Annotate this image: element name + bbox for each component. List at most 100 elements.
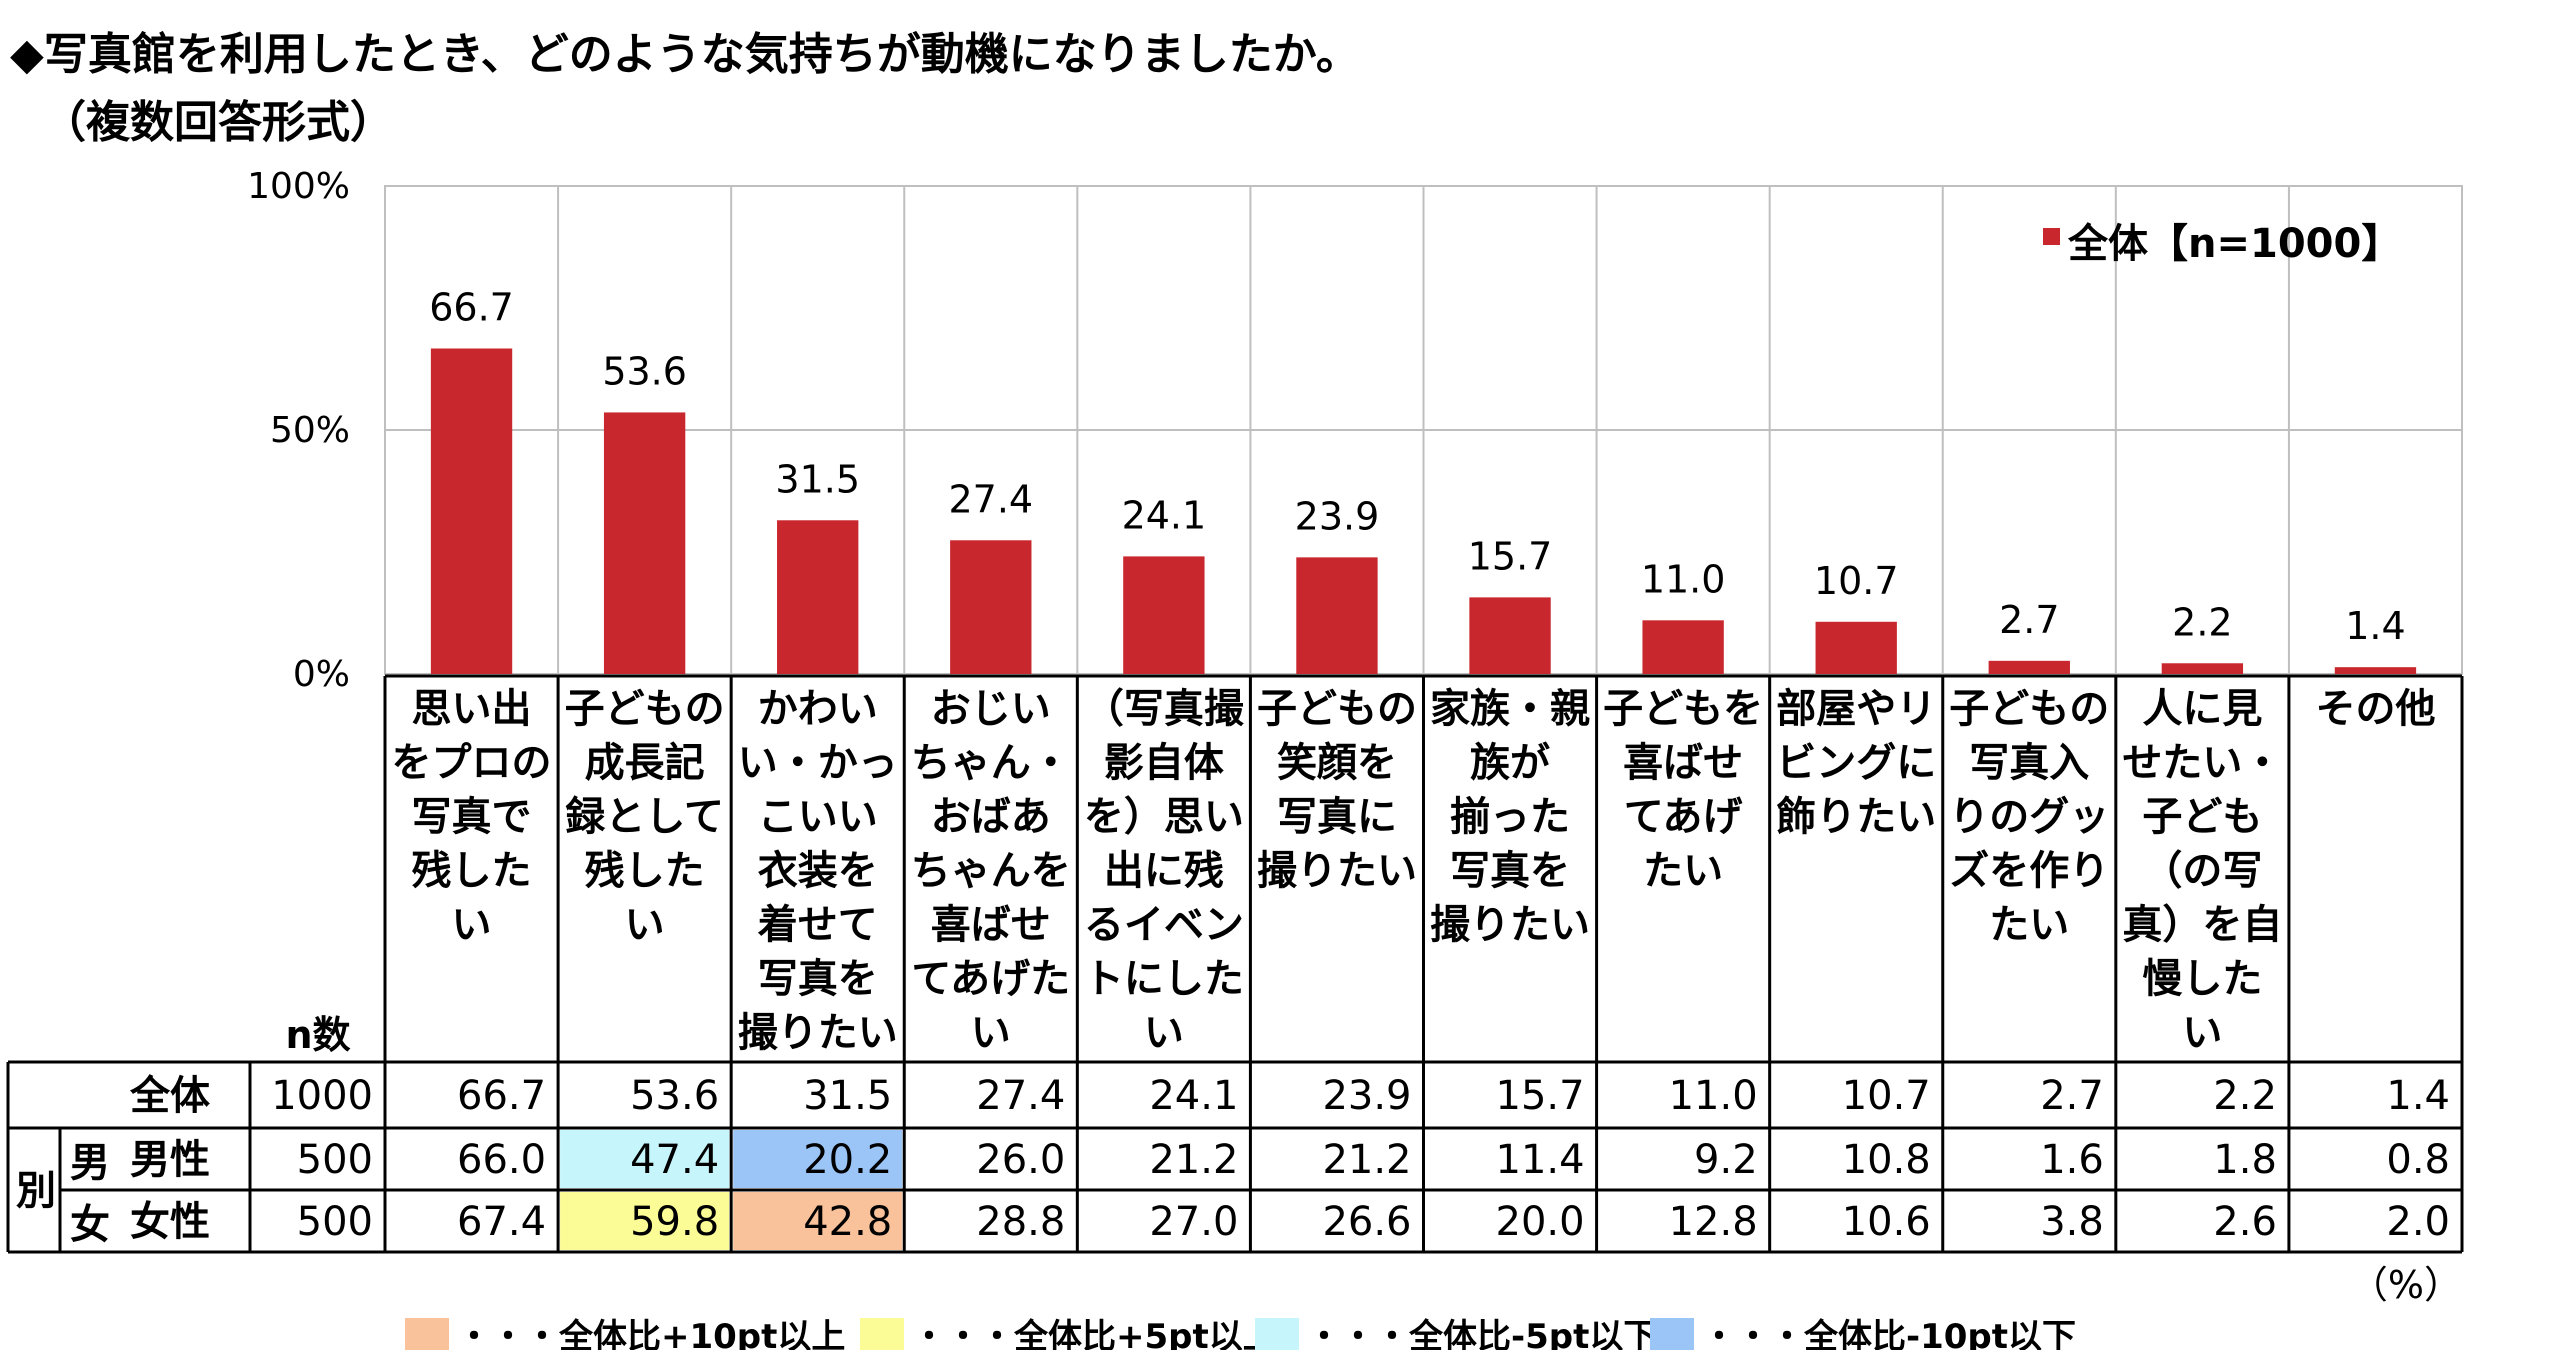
table-cell-value: 10.8 (1842, 1137, 1931, 1183)
table-cell-value: 27.0 (1149, 1199, 1238, 1245)
group-label-char: 男 (70, 1140, 110, 1186)
category-label: 写真入 (1969, 740, 2089, 786)
category-label: 家族・親 (1430, 686, 1590, 732)
legend-bottom-swatch (1255, 1318, 1299, 1350)
table-cell-value: 10.6 (1842, 1199, 1931, 1245)
bar-value-label: 23.9 (1295, 494, 1380, 538)
chart-title: ◆写真館を利用したとき、どのような気持ちが動機になりましたか。 (10, 29, 1360, 80)
category-label: 揃った (1450, 794, 1570, 840)
category-label: 写真を (1450, 848, 1570, 894)
table-cell-value: 1.6 (2040, 1137, 2104, 1183)
bar (777, 520, 859, 674)
table-cell-value: 2.0 (2386, 1199, 2450, 1245)
legend-swatch (2043, 228, 2060, 245)
y-tick-label: 100% (247, 166, 350, 207)
table-cell-value: 47.4 (630, 1137, 719, 1183)
category-label: 人に見 (2142, 686, 2262, 732)
category-label: い (971, 1010, 1011, 1056)
category-label: い (1144, 1010, 1184, 1056)
category-label: い (452, 902, 492, 948)
category-label: ちゃん・ (911, 740, 1071, 786)
category-label: 成長記 (585, 740, 705, 786)
category-label: い・かっ (738, 740, 898, 786)
n-header: n数 (285, 1013, 350, 1057)
category-label: 笑顔を (1277, 740, 1397, 786)
bar-value-label: 2.2 (2172, 600, 2232, 644)
table-cell-value: 1.4 (2386, 1073, 2450, 1119)
category-label: 真）を自 (2122, 902, 2282, 948)
bar (950, 540, 1032, 674)
category-label: たい (1643, 848, 1723, 894)
legend-bottom-swatch (1650, 1318, 1694, 1350)
category-label: 出に残 (1104, 848, 1224, 894)
category-label: 着せて (758, 902, 878, 948)
category-label: 残した (412, 848, 532, 894)
unit-note: （%） (2350, 1263, 2462, 1307)
bar-value-label: 11.0 (1641, 557, 1726, 601)
table-cell-value: 9.2 (1694, 1137, 1758, 1183)
bar-value-label: 31.5 (775, 457, 860, 501)
category-label: 子どもの (1949, 686, 2109, 732)
row-n: 500 (297, 1199, 373, 1245)
table-cell-value: 27.4 (976, 1073, 1065, 1119)
bar-value-label: 66.7 (429, 286, 514, 330)
bar (1123, 556, 1205, 674)
category-label: 慢した (2142, 956, 2262, 1002)
legend-bottom-swatch (860, 1318, 904, 1350)
row-n: 1000 (271, 1073, 373, 1119)
bar (2161, 663, 2244, 674)
legend-bottom-swatch (405, 1318, 449, 1350)
category-label: 子どもの (1257, 686, 1417, 732)
category-label: 撮りたい (1430, 902, 1590, 948)
category-label: こいい (758, 794, 878, 840)
table-cell-value: 3.8 (2040, 1199, 2104, 1245)
table-cell-value: 0.8 (2386, 1137, 2450, 1183)
category-label: おじい (931, 686, 1051, 732)
legend-bottom-label: ・・・全体比-10pt以下 (1702, 1317, 2076, 1350)
table-cell-value: 2.2 (2213, 1073, 2277, 1119)
category-label: 写真で (412, 794, 532, 840)
category-label: 残した (585, 848, 705, 894)
group-label-char: 別 (16, 1168, 56, 1214)
table-cell-value: 2.6 (2213, 1199, 2277, 1245)
category-label: てあげ (1624, 794, 1743, 840)
bar (603, 412, 686, 674)
category-label: 飾りたい (1776, 794, 1936, 840)
table-cell-value: 66.0 (457, 1137, 546, 1183)
category-label: ちゃんを (911, 848, 1071, 894)
category-label: 子ども (2142, 794, 2262, 840)
bar (430, 348, 513, 674)
category-label: を）思い (1084, 794, 1244, 840)
category-label: 衣装を (758, 848, 878, 894)
bar (1469, 597, 1551, 674)
category-label: 思い出 (412, 686, 532, 732)
category-label: 子どもの (565, 686, 725, 732)
table-cell-value: 12.8 (1669, 1199, 1758, 1245)
table-cell-value: 24.1 (1149, 1073, 1238, 1119)
bar-value-label: 53.6 (602, 349, 687, 393)
row-label: 男性 (130, 1137, 210, 1183)
table-cell-value: 21.2 (1149, 1137, 1238, 1183)
table-cell-value: 42.8 (803, 1199, 892, 1245)
chart-subtitle: （複数回答形式） (42, 97, 394, 148)
category-label: 子どもを (1603, 686, 1763, 732)
category-label: （の写 (2142, 848, 2262, 894)
category-label: ズを作り (1949, 848, 2109, 894)
bar-value-label: 2.7 (1999, 598, 2059, 642)
bar-value-label: 10.7 (1814, 559, 1899, 603)
category-label: 部屋やリ (1776, 686, 1936, 732)
highlight-cell (560, 1192, 730, 1250)
bar (1815, 621, 1897, 674)
legend-label: 全体【n=1000】 (2067, 221, 2401, 267)
legend-bottom-label: ・・・全体比+10pt以上 (457, 1317, 845, 1350)
table-cell-value: 53.6 (630, 1073, 719, 1119)
table-cell-value: 28.8 (976, 1199, 1065, 1245)
table-cell-value: 23.9 (1322, 1073, 1411, 1119)
bar (1988, 660, 2070, 674)
category-label: 喜ばせ (1623, 740, 1743, 786)
table-cell-value: 26.0 (976, 1137, 1065, 1183)
category-label: ビングに (1776, 740, 1936, 786)
category-label: （写真撮 (1084, 686, 1245, 732)
table-cell-value: 15.7 (1496, 1073, 1585, 1119)
